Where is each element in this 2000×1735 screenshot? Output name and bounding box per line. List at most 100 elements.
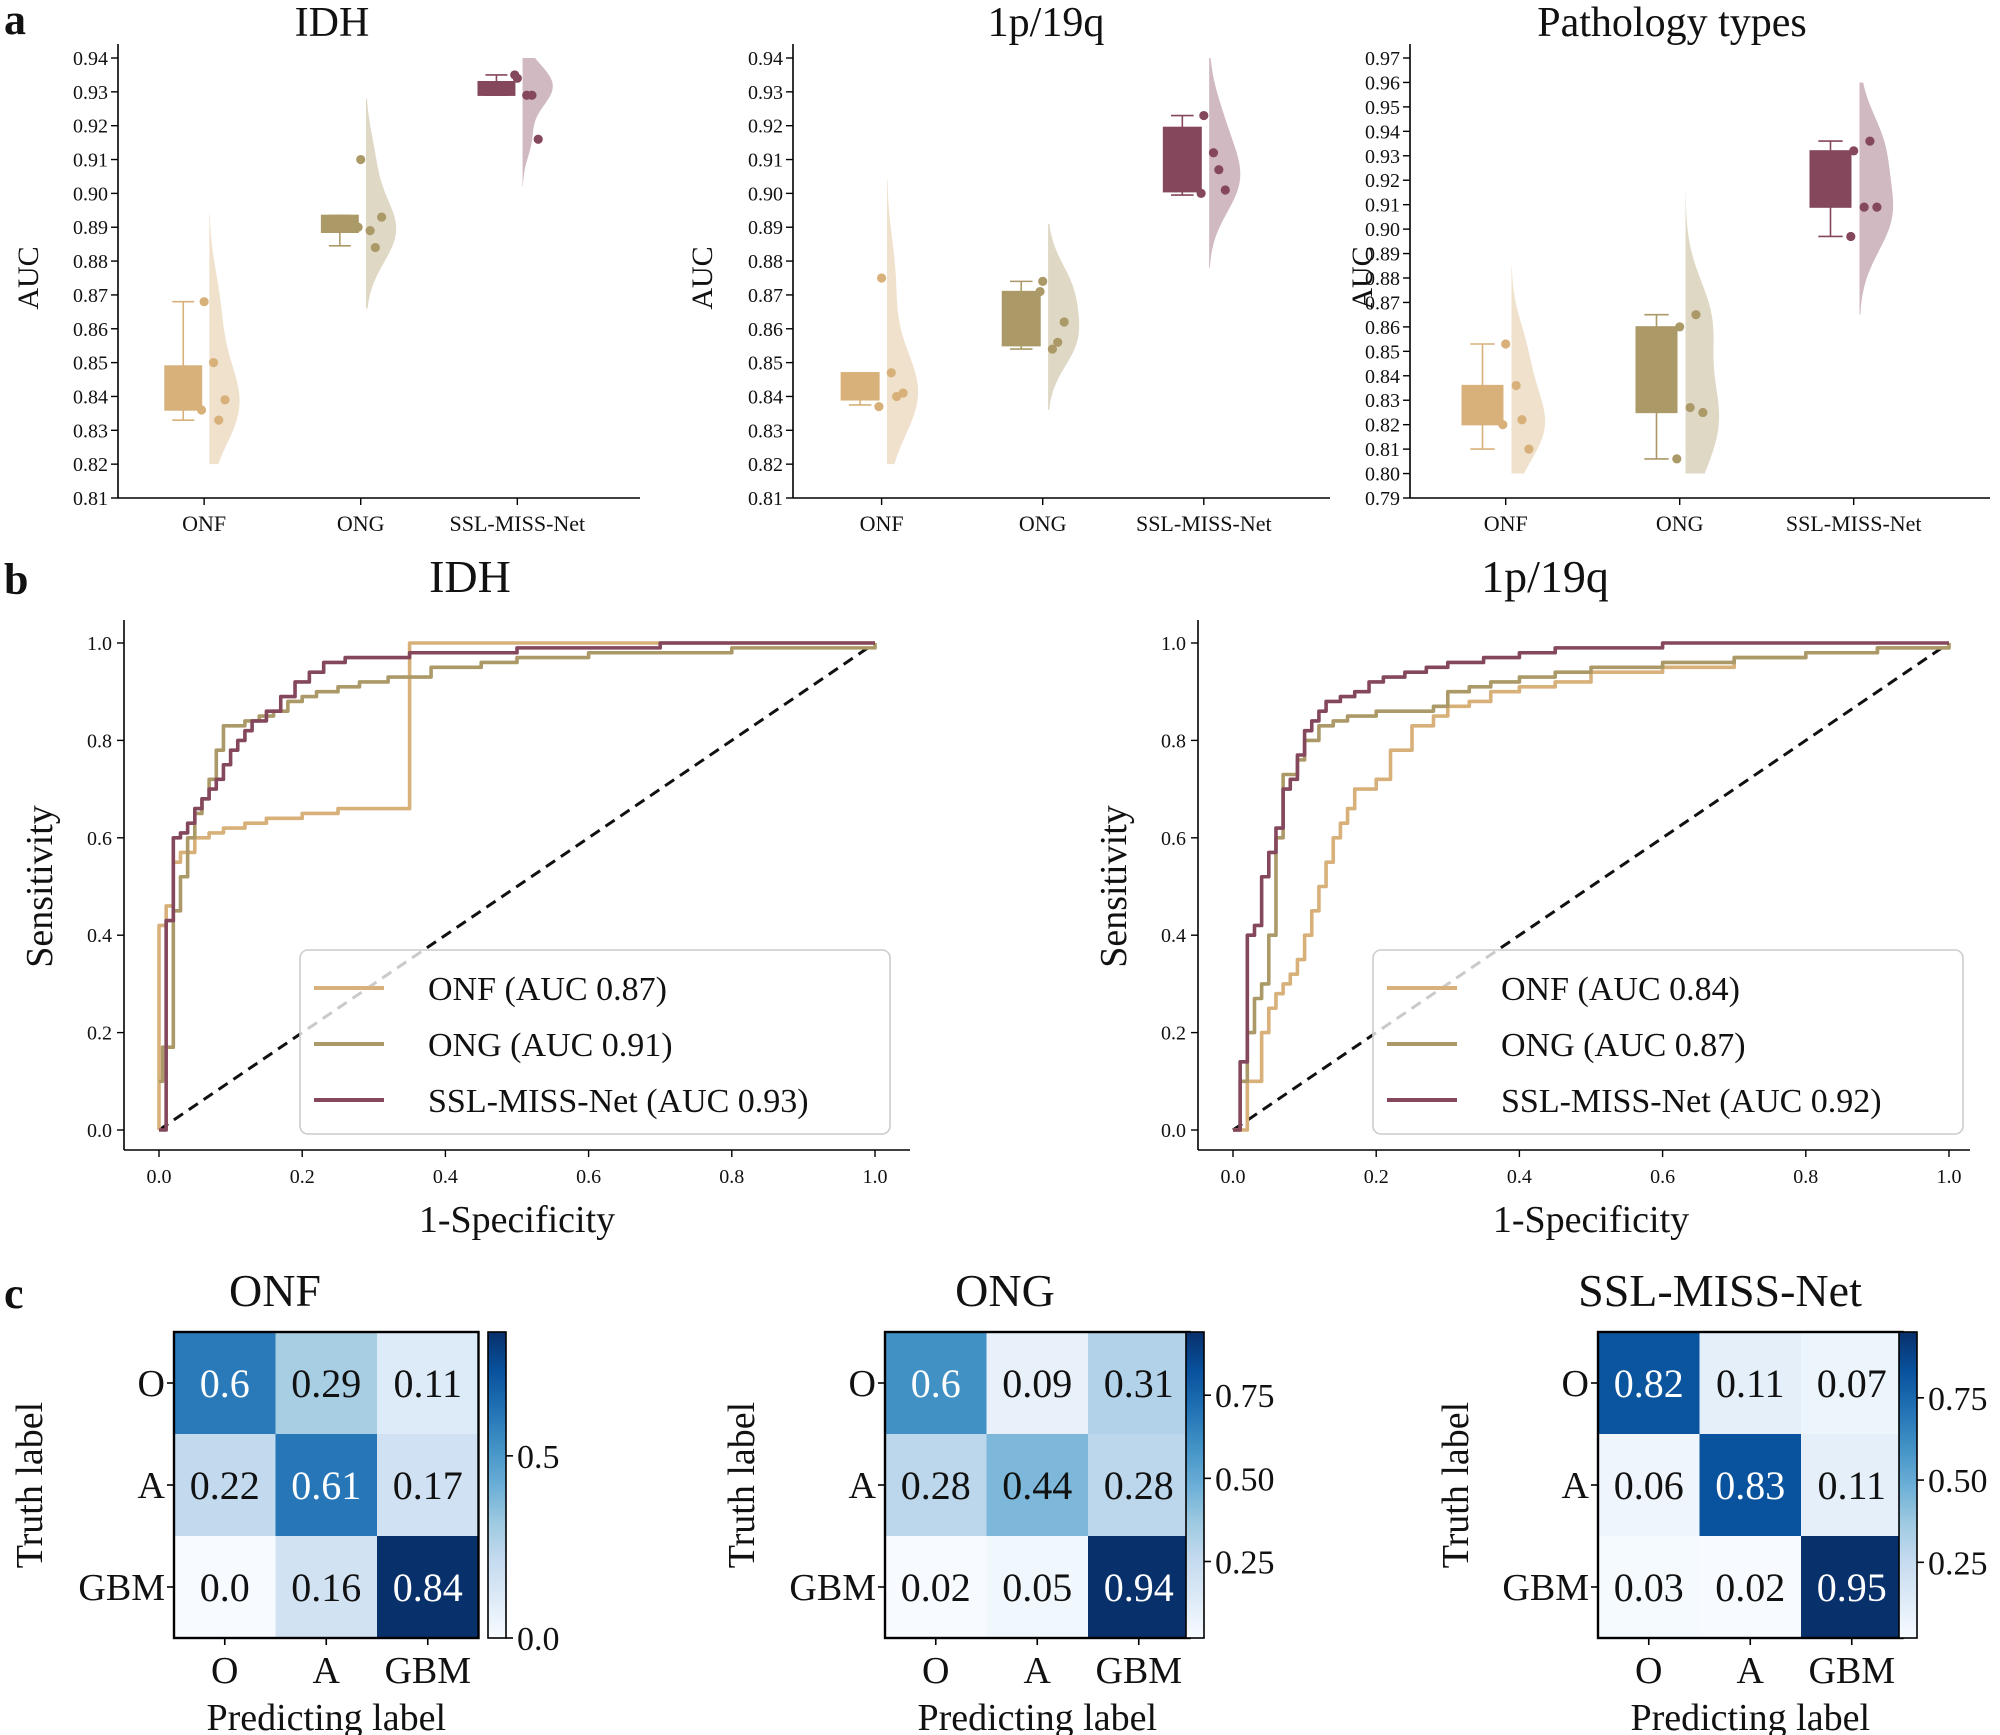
colorbar-tick-label: 0.25 bbox=[1928, 1545, 1988, 1582]
matrix-cell bbox=[885, 1332, 987, 1435]
y-tick-label: 0.80 bbox=[1365, 464, 1400, 486]
confusion-matrix-1: ONF Truth label Predicting label 0.6 0.29 0.1… bbox=[9, 1265, 560, 1735]
y-tick-label: O bbox=[849, 1363, 876, 1405]
confusion-matrix-3: SSL-MISS-Net Truth label Predicting label 0… bbox=[1435, 1265, 1988, 1735]
data-point bbox=[199, 297, 209, 307]
matrix-cell bbox=[1598, 1536, 1700, 1639]
data-point bbox=[1501, 339, 1511, 349]
matrix-cell bbox=[377, 1536, 479, 1639]
y-axis-label: Truth label bbox=[9, 1402, 51, 1568]
x-axis-label: Predicting label bbox=[917, 1697, 1157, 1735]
y-tick-label: 0.92 bbox=[73, 116, 108, 138]
matrix-cell bbox=[1801, 1434, 1903, 1537]
auc-chart-2: 1p/19q AUC 0.81 0.82 0.83 0.84 0.85 0.86 0.87 0.8… bbox=[686, 0, 1330, 536]
colorbar-tick-label: 0.5 bbox=[517, 1439, 560, 1476]
matrix-cell bbox=[377, 1332, 479, 1435]
roc-curve-ong bbox=[159, 643, 877, 1084]
cell-value: 0.03 bbox=[1614, 1565, 1684, 1610]
x-tick-label: ONF bbox=[860, 511, 904, 536]
x-tick-label: 0.4 bbox=[433, 1166, 458, 1188]
y-tick-label: 1.0 bbox=[87, 633, 112, 655]
y-tick-label: 0.96 bbox=[1365, 72, 1400, 94]
data-point bbox=[370, 242, 380, 253]
cell-value: 0.16 bbox=[291, 1565, 361, 1610]
matrix-cell bbox=[885, 1536, 987, 1639]
chart-title: ONG bbox=[955, 1265, 1055, 1316]
data-point bbox=[1035, 286, 1045, 297]
cell-value: 0.11 bbox=[1716, 1361, 1785, 1406]
chart-title: IDH bbox=[295, 0, 370, 46]
y-axis-label: Truth label bbox=[721, 1402, 763, 1568]
data-point bbox=[1053, 337, 1063, 347]
x-tick-label: SSL-MISS-Net bbox=[449, 511, 585, 536]
data-point bbox=[1672, 454, 1682, 464]
x-tick-label: 1.0 bbox=[863, 1166, 888, 1188]
cell-value: 0.0 bbox=[200, 1565, 250, 1610]
cell-value: 0.94 bbox=[1104, 1565, 1174, 1610]
data-point bbox=[220, 395, 230, 405]
y-tick-label: 0.90 bbox=[748, 183, 783, 205]
x-tick-label: 0.0 bbox=[1221, 1166, 1246, 1188]
box-1 bbox=[840, 372, 880, 401]
data-point bbox=[886, 368, 896, 378]
matrix-cell bbox=[1088, 1434, 1190, 1537]
auc-chart-3: Pathology typesAUC0.790.800.810.820.830.… bbox=[1346, 0, 1990, 536]
data-point bbox=[1220, 185, 1230, 195]
x-tick-label: O bbox=[922, 1650, 949, 1692]
data-point bbox=[1524, 444, 1534, 454]
auc-chart-1: IDH AUC 0.81 0.82 0.83 0.84 0.85 0.86 0.87 0.88 0.… bbox=[12, 0, 640, 536]
data-point bbox=[1675, 322, 1685, 332]
data-point bbox=[510, 70, 520, 80]
x-tick-label: 1.0 bbox=[1937, 1166, 1962, 1188]
data-point bbox=[1691, 310, 1701, 320]
matrix-cell bbox=[1598, 1332, 1700, 1435]
colorbar-tick-label: 0.75 bbox=[1215, 1378, 1275, 1415]
y-tick-label: GBM bbox=[78, 1567, 165, 1609]
y-tick-label: 0.84 bbox=[1365, 366, 1400, 388]
matrix-cell bbox=[174, 1434, 276, 1537]
cell-value: 0.06 bbox=[1614, 1463, 1684, 1508]
cell-value: 0.09 bbox=[1002, 1361, 1072, 1406]
chance-diagonal bbox=[1232, 641, 1950, 1132]
data-point bbox=[874, 402, 884, 412]
data-point bbox=[1517, 415, 1527, 425]
y-tick-label: 0.86 bbox=[748, 319, 783, 341]
matrix-cell bbox=[986, 1434, 1089, 1537]
y-tick-label: 0.94 bbox=[73, 48, 108, 70]
y-tick-label: 1.0 bbox=[1161, 633, 1186, 655]
y-tick-label: 0.6 bbox=[87, 828, 112, 850]
matrix-cell bbox=[986, 1536, 1089, 1639]
x-tick-label: 0.6 bbox=[576, 1166, 601, 1188]
cell-value: 0.31 bbox=[1104, 1361, 1174, 1406]
matrix-cell bbox=[275, 1332, 378, 1435]
y-tick-label: 0.85 bbox=[748, 353, 783, 375]
violin-1 bbox=[886, 179, 919, 465]
legend-label: ONF (AUC 0.87) bbox=[428, 971, 667, 1008]
data-point bbox=[877, 273, 887, 283]
violin-2 bbox=[1048, 223, 1080, 410]
data-point bbox=[353, 222, 363, 232]
y-tick-label: 0.88 bbox=[748, 251, 783, 273]
matrix-cell bbox=[174, 1536, 276, 1639]
matrix-cell bbox=[986, 1332, 1089, 1435]
panel-b: IDH 1-Specificity Sensitivity 0.0 0.2 0.4 0.6 0… bbox=[19, 551, 1970, 1241]
y-tick-label: 0.88 bbox=[73, 251, 108, 273]
matrix-cell bbox=[275, 1434, 378, 1537]
cell-value: 0.6 bbox=[911, 1361, 961, 1406]
panel-label-a: a bbox=[4, 0, 26, 44]
matrix-cell bbox=[275, 1536, 378, 1639]
matrix-cell bbox=[1088, 1332, 1190, 1435]
violin-3 bbox=[522, 58, 553, 187]
data-point bbox=[1859, 202, 1869, 212]
box-1 bbox=[164, 365, 203, 411]
cell-value: 0.44 bbox=[1002, 1463, 1072, 1508]
data-point bbox=[1059, 317, 1069, 327]
y-tick-label: 0.93 bbox=[748, 82, 783, 104]
x-tick-label: 0.0 bbox=[147, 1166, 172, 1188]
x-tick-label: SSL-MISS-Net bbox=[1136, 511, 1272, 536]
data-point bbox=[1872, 202, 1882, 212]
legend-label: ONG (AUC 0.91) bbox=[428, 1027, 673, 1064]
y-tick-label: 0.91 bbox=[748, 150, 783, 172]
cell-value: 0.22 bbox=[190, 1463, 260, 1508]
